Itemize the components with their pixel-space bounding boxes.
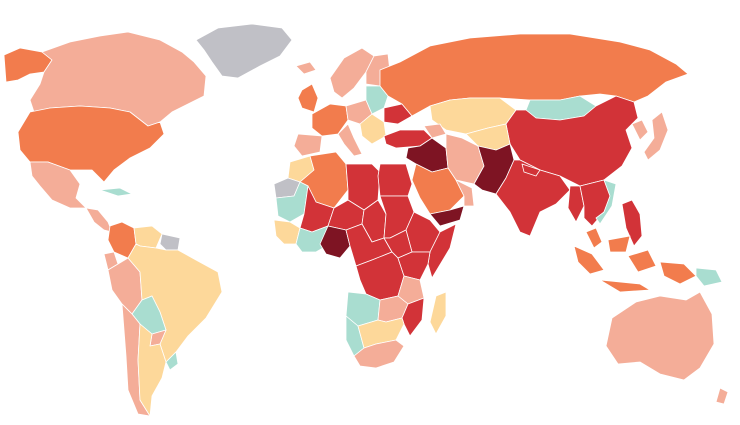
madagascar — [429, 291, 447, 335]
italy — [337, 123, 363, 157]
egypt — [377, 163, 413, 197]
western-europe — [311, 103, 349, 137]
papua — [659, 261, 697, 285]
cuba — [99, 187, 133, 197]
yemen — [429, 205, 465, 227]
korea — [631, 119, 649, 141]
oman-gulf — [455, 179, 475, 207]
australia — [605, 291, 715, 381]
new-zealand — [715, 387, 729, 405]
malaysia — [585, 227, 631, 253]
south-africa — [353, 339, 405, 369]
greenland — [195, 23, 293, 79]
philippines — [621, 199, 643, 247]
iberia — [293, 133, 323, 157]
vietnam — [595, 179, 617, 225]
argentina — [137, 323, 167, 417]
indonesia — [573, 245, 657, 293]
nepal — [521, 163, 541, 177]
iceland — [295, 61, 317, 75]
japan — [643, 111, 669, 161]
uk — [297, 83, 319, 113]
ukraine — [383, 103, 413, 125]
myanmar — [567, 185, 585, 223]
saudi-arabia — [411, 163, 465, 215]
png — [695, 267, 723, 287]
uruguay — [165, 351, 179, 371]
